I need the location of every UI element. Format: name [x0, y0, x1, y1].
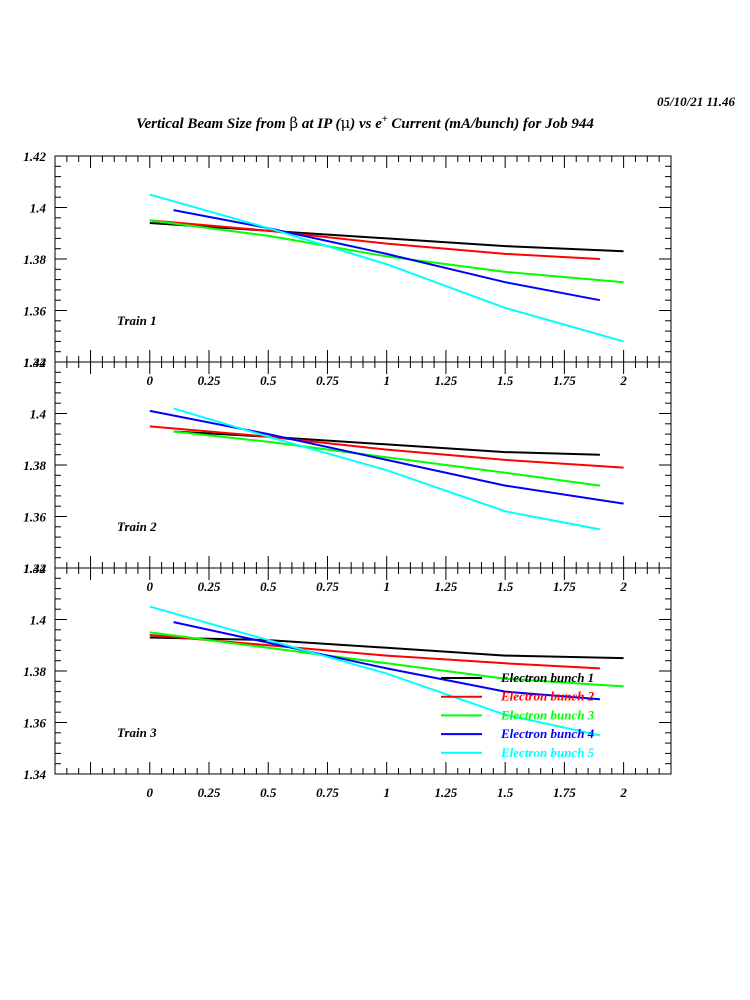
legend-label-5: Electron bunch 5: [500, 745, 595, 760]
y-tick-label: 1.42: [23, 355, 46, 370]
series-line-bunch-4: [173, 209, 601, 302]
x-tick-label: 2: [619, 785, 627, 800]
x-tick-label: 0: [147, 579, 154, 594]
panel-label: Train 1: [117, 313, 157, 328]
title-part-2: at IP (: [298, 116, 341, 132]
x-tick-label: 1: [383, 785, 390, 800]
legend-label-4: Electron bunch 4: [500, 726, 595, 741]
x-tick-label: 0.25: [198, 579, 221, 594]
series-line-bunch-1: [149, 636, 624, 660]
title-part-4: Current (mA/bunch) for Job 944: [387, 116, 594, 132]
y-tick-label: 1.38: [23, 252, 46, 267]
x-tick-label: 1.25: [435, 785, 458, 800]
panel-label: Train 3: [117, 725, 157, 740]
panel-label: Train 2: [117, 519, 157, 534]
series-line-bunch-5: [149, 605, 601, 737]
y-tick-label: 1.38: [23, 664, 46, 679]
legend-label-3: Electron bunch 3: [500, 707, 595, 722]
x-tick-label: 1.25: [435, 373, 458, 388]
series-line-bunch-4: [173, 621, 600, 701]
y-tick-label: 1.36: [23, 716, 46, 731]
series-line-bunch-5: [173, 407, 601, 531]
series-line-bunch-2: [149, 634, 600, 670]
legend-label-2: Electron bunch 2: [500, 689, 595, 704]
x-tick-label: 0.75: [316, 785, 339, 800]
series-line-bunch-2: [149, 425, 624, 469]
y-tick-label: 1.4: [30, 613, 47, 628]
timestamp: 05/10/21 11.46: [656, 94, 735, 109]
title-part-3: ) vs e: [350, 116, 382, 132]
y-tick-label: 1.36: [23, 510, 46, 525]
x-tick-label: 0.5: [260, 373, 277, 388]
x-tick-label: 0.75: [316, 579, 339, 594]
x-tick-label: 1.75: [553, 373, 576, 388]
y-tick-label: 1.38: [23, 458, 46, 473]
y-tick-label: 1.36: [23, 304, 46, 319]
series-line-bunch-2: [149, 219, 600, 260]
x-tick-label: 1: [383, 373, 390, 388]
x-tick-label: 0.5: [260, 579, 277, 594]
series-line-bunch-3: [149, 219, 624, 284]
x-tick-label: 1: [383, 579, 390, 594]
title-part-1: Vertical Beam Size from: [136, 116, 290, 132]
x-tick-label: 0.25: [198, 785, 221, 800]
x-tick-label: 1.25: [435, 579, 458, 594]
x-tick-label: 2: [619, 373, 627, 388]
x-tick-label: 1.5: [497, 373, 514, 388]
y-tick-label: 1.42: [23, 561, 46, 576]
x-tick-label: 1.5: [497, 785, 514, 800]
y-tick-label: 1.34: [23, 561, 46, 576]
y-tick-label: 1.4: [30, 201, 47, 216]
series-line-bunch-1: [173, 430, 600, 456]
series-line-bunch-3: [149, 631, 624, 688]
series-line-bunch-3: [173, 430, 601, 487]
series-line-bunch-5: [149, 193, 624, 343]
legend-label-1: Electron bunch 1: [500, 670, 594, 685]
series-line-bunch-4: [149, 409, 624, 505]
x-tick-label: 0.25: [198, 373, 221, 388]
x-tick-label: 0: [147, 785, 154, 800]
x-tick-label: 0: [147, 373, 154, 388]
title-mu-symbol: μ: [340, 114, 351, 132]
x-tick-label: 1.75: [553, 579, 576, 594]
x-tick-label: 0.75: [316, 373, 339, 388]
y-tick-label: 1.42: [23, 149, 46, 164]
title-beta-symbol: β: [289, 114, 299, 132]
x-tick-label: 1.5: [497, 579, 514, 594]
plot-frame-1: [54, 155, 672, 363]
y-tick-label: 1.34: [23, 355, 46, 370]
y-tick-label: 1.34: [23, 767, 46, 782]
x-tick-label: 1.75: [553, 785, 576, 800]
x-tick-label: 0.5: [260, 785, 277, 800]
x-tick-label: 2: [619, 579, 627, 594]
title-superscript: +: [381, 114, 388, 125]
chart-title: Vertical Beam Size from β at IP (μ) vs e…: [40, 114, 690, 133]
y-tick-label: 1.4: [30, 407, 47, 422]
